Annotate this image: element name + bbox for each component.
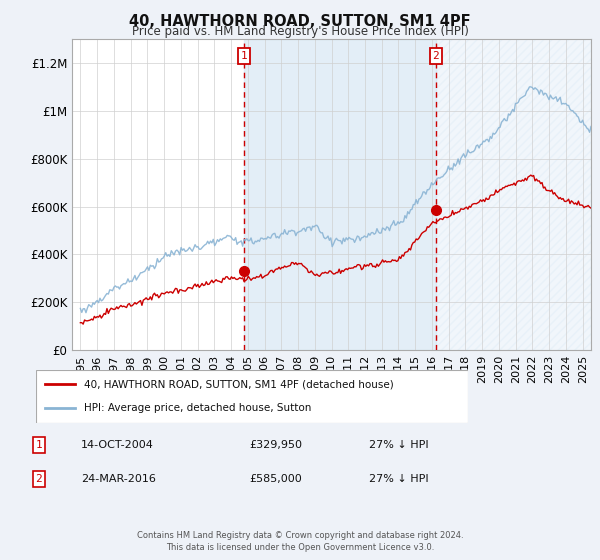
FancyBboxPatch shape [36, 370, 468, 423]
Bar [244, 39, 436, 350]
Text: HPI: Average price, detached house, Sutton: HPI: Average price, detached house, Sutt… [83, 403, 311, 413]
Bar [436, 39, 591, 350]
Text: 27% ↓ HPI: 27% ↓ HPI [369, 440, 428, 450]
Text: Contains HM Land Registry data © Crown copyright and database right 2024.
This d: Contains HM Land Registry data © Crown c… [137, 531, 463, 552]
Text: 1: 1 [35, 440, 43, 450]
Text: 1: 1 [241, 51, 248, 61]
Text: 14-OCT-2004: 14-OCT-2004 [81, 440, 154, 450]
Text: Price paid vs. HM Land Registry's House Price Index (HPI): Price paid vs. HM Land Registry's House … [131, 25, 469, 38]
Text: 40, HAWTHORN ROAD, SUTTON, SM1 4PF (detached house): 40, HAWTHORN ROAD, SUTTON, SM1 4PF (deta… [83, 380, 393, 390]
Text: £585,000: £585,000 [249, 474, 302, 484]
Text: 27% ↓ HPI: 27% ↓ HPI [369, 474, 428, 484]
Text: 2: 2 [35, 474, 43, 484]
Text: 40, HAWTHORN ROAD, SUTTON, SM1 4PF: 40, HAWTHORN ROAD, SUTTON, SM1 4PF [129, 14, 471, 29]
Text: 2: 2 [433, 51, 439, 61]
Text: 24-MAR-2016: 24-MAR-2016 [81, 474, 156, 484]
Text: £329,950: £329,950 [249, 440, 302, 450]
